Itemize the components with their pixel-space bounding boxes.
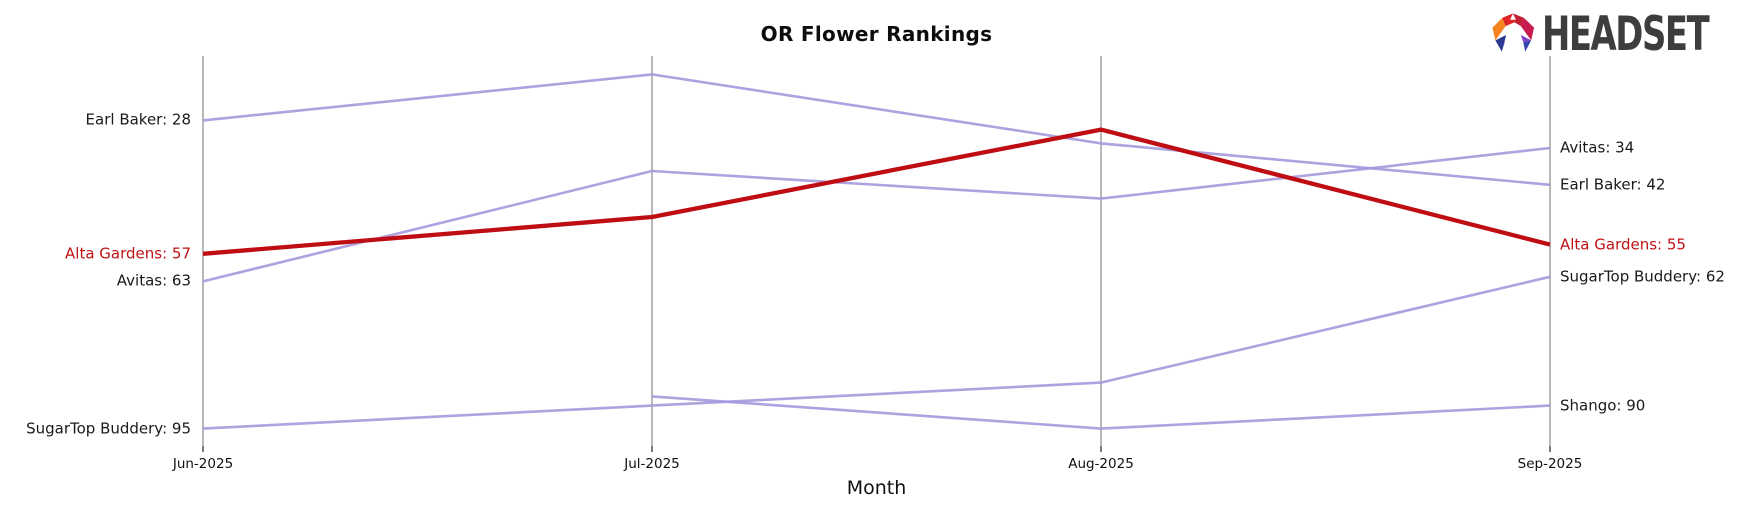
series-line-sugartop-buddery: [202, 275, 1551, 430]
headset-logo: HEADSET: [1489, 10, 1753, 59]
x-axis-title: Month: [846, 477, 907, 499]
x-tick-label-jun-2025: Jun-2025: [172, 456, 234, 472]
x-tick-label-aug-2025: Aug-2025: [1068, 456, 1134, 472]
series-line-avitas: [202, 146, 1551, 283]
right-label-earl-baker: Earl Baker: 42: [1560, 175, 1666, 194]
chart-title: OR Flower Rankings: [760, 22, 993, 46]
series-line-alta-gardens: [202, 127, 1551, 256]
right-label-shango: Shango: 90: [1560, 396, 1646, 415]
left-label-earl-baker: Earl Baker: 28: [85, 110, 191, 129]
right-label-sugartop-buddery: SugarTop Buddery: 62: [1560, 267, 1725, 286]
x-tick-label-sep-2025: Sep-2025: [1517, 456, 1583, 472]
series-line-shango: [651, 395, 1551, 430]
headset-logo-icon: [1492, 13, 1535, 52]
x-tick-label-jul-2025: Jul-2025: [624, 456, 680, 472]
series-line-earl-baker: [202, 73, 1551, 187]
right-label-avitas: Avitas: 34: [1560, 138, 1635, 157]
headset-logo-text: HEADSET: [1542, 7, 1710, 62]
left-label-alta-gardens: Alta Gardens: 57: [65, 244, 191, 263]
left-label-avitas: Avitas: 63: [116, 271, 191, 290]
left-label-sugartop-buddery: SugarTop Buddery: 95: [26, 419, 191, 438]
right-label-alta-gardens: Alta Gardens: 55: [1560, 235, 1686, 254]
